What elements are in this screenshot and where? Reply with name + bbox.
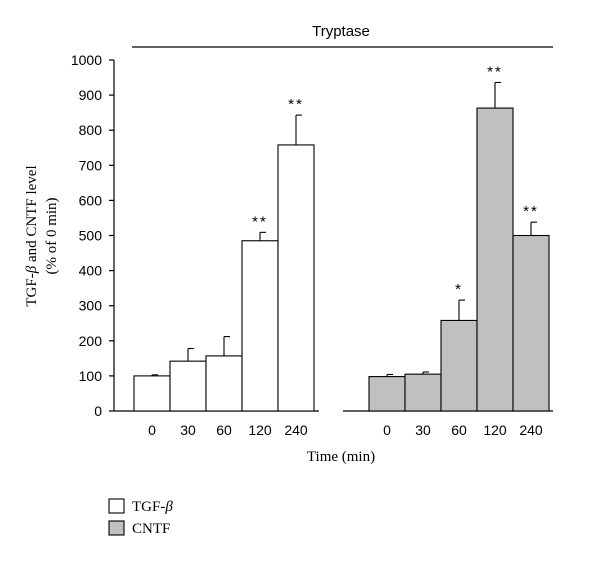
legend-swatch [108,520,125,536]
bar [277,144,315,412]
legend-label: TGF-β [132,499,173,515]
x-tick-label: 240 [519,422,543,438]
bar [404,373,442,412]
chart-title: Tryptase [312,23,370,40]
y-tick-label: 300 [79,298,103,314]
bar [241,240,279,412]
x-tick-label: 30 [415,422,431,438]
y-tick-label: 800 [79,122,103,138]
bars [133,107,550,412]
y-tick-label: 400 [79,263,103,279]
x-tick-label: 0 [148,422,156,438]
significance-labels: ********* [252,63,539,298]
y-axis-label: TGF-β and CNTF level (% of 0 min) [24,165,60,306]
y-tick-label: 600 [79,192,103,208]
y-tick-label: 500 [79,228,103,244]
x-tick-label: 240 [284,422,308,438]
bar [512,234,550,412]
y-tick-label: 100 [79,368,103,384]
bar [169,360,207,412]
significance-label: ** [487,63,503,80]
bar [368,376,406,412]
x-tick-label: 120 [248,422,272,438]
y-tick-label: 900 [79,87,103,103]
bar [133,375,171,412]
x-tick-label: 120 [483,422,507,438]
significance-label: * [455,281,463,298]
significance-label: ** [252,213,268,230]
y-tick-label: 0 [94,403,102,419]
y-tick-label: 1000 [71,52,102,68]
y-axis-label-line-2: (% of 0 min) [44,197,60,274]
significance-label: ** [523,203,539,220]
bar [440,319,478,412]
significance-label: ** [288,96,304,113]
x-axis-label: Time (min) [307,449,375,465]
error-bars [151,81,537,377]
legend-label: CNTF [132,521,170,537]
legend-swatch [108,498,125,514]
y-axis-label-line-1: TGF-β and CNTF level [24,165,40,306]
y-tick-label: 700 [79,157,103,173]
bar [205,355,243,412]
bar [476,107,514,412]
x-tick-label: 60 [451,422,467,438]
title-group: Tryptase [132,23,553,48]
y-tick-label: 200 [79,333,103,349]
x-tick-labels: 0 30 60 120 240 0 30 60 120 240 [148,422,543,438]
axes: 0 100 200 300 400 500 600 700 800 900 1000 [71,52,553,419]
legend: TGF-β CNTF [108,498,173,537]
x-tick-label: 0 [383,422,391,438]
x-tick-label: 30 [180,422,196,438]
x-tick-label: 60 [216,422,232,438]
